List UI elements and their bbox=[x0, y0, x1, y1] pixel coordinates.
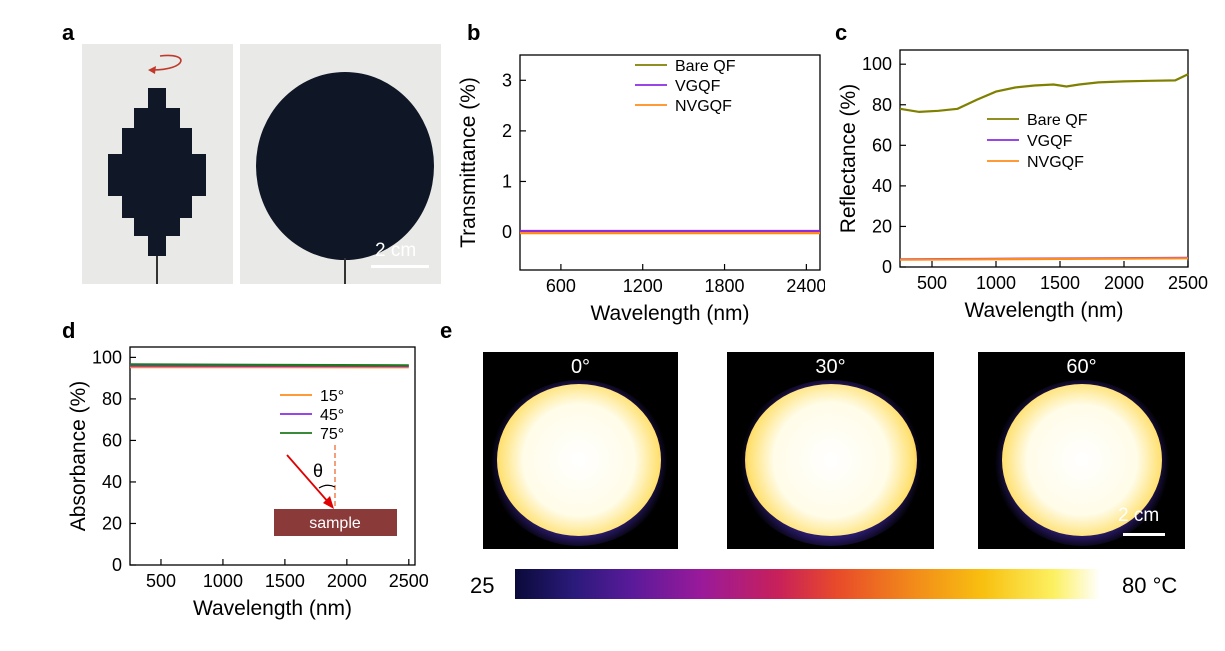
y-tick-label: 0 bbox=[882, 257, 892, 277]
round-sample-shape bbox=[256, 72, 434, 284]
y-tick-label: 20 bbox=[872, 216, 892, 236]
x-tick-label: 1500 bbox=[1040, 273, 1080, 293]
thermal-image-0: 0° bbox=[483, 352, 678, 549]
incident-ray bbox=[286, 454, 330, 504]
x-tick-label: 2000 bbox=[327, 571, 367, 591]
x-tick-label: 1000 bbox=[976, 273, 1016, 293]
legend-label: 45° bbox=[320, 407, 344, 424]
y-tick-label: 40 bbox=[102, 472, 122, 492]
photo-stepped-sample bbox=[82, 44, 233, 284]
plot-frame bbox=[129, 346, 416, 566]
sample-block bbox=[274, 509, 397, 536]
angle-label: 30° bbox=[815, 356, 846, 378]
stepped-sample-shape bbox=[108, 54, 206, 284]
x-tick-label: 600 bbox=[546, 276, 576, 296]
y-tick-label: 0 bbox=[112, 555, 122, 575]
y-tick-label: 80 bbox=[102, 389, 122, 409]
y-tick-label: 60 bbox=[872, 135, 892, 155]
x-tick-label: 1800 bbox=[705, 276, 745, 296]
y-tick-label: 100 bbox=[862, 54, 892, 74]
sample-label: sample bbox=[309, 515, 361, 532]
x-tick-label: 2500 bbox=[389, 571, 429, 591]
chart-transmittance: 600 1200 1800 2400 0 1 2 3 Wavelength (nm) Transm… bbox=[457, 54, 825, 325]
legend-label: NVGQF bbox=[675, 98, 732, 115]
legend-label: Bare QF bbox=[675, 58, 736, 75]
x-tick-label: 500 bbox=[146, 571, 176, 591]
panel-label-a: a bbox=[62, 20, 75, 45]
chart-absorbance: 500 1000 1500 2000 2500 0 20 40 60 80 100 Wavelengt… bbox=[67, 346, 429, 620]
legend-label: Bare QF bbox=[1027, 112, 1088, 129]
panel-label-c: c bbox=[835, 20, 848, 45]
thermal-image-60: 60° 2 cm bbox=[978, 352, 1185, 549]
colorbar-max-label: 80 °C bbox=[1122, 573, 1178, 598]
y-tick-label: 3 bbox=[502, 70, 512, 90]
angle-arc bbox=[318, 484, 336, 489]
panel-label-e: e bbox=[440, 318, 453, 343]
legend-label: VGQF bbox=[1027, 133, 1073, 150]
angle-label: 60° bbox=[1066, 356, 1097, 378]
legend-label: VGQF bbox=[675, 78, 721, 95]
y-tick-label: 100 bbox=[92, 347, 122, 367]
legend-label: 75° bbox=[320, 426, 344, 443]
y-tick-label: 80 bbox=[872, 95, 892, 115]
y-axis-label: Transmittance (%) bbox=[457, 77, 480, 248]
plot-frame bbox=[519, 54, 821, 271]
panel-label-d: d bbox=[62, 318, 76, 343]
plot-frame bbox=[899, 49, 1189, 268]
scale-bar-label: 2 cm bbox=[375, 240, 417, 261]
y-tick-label: 40 bbox=[872, 176, 892, 196]
x-tick-label: 2000 bbox=[1104, 273, 1144, 293]
series-line-0 bbox=[899, 73, 1189, 114]
scale-bar bbox=[371, 265, 429, 268]
series-line-2 bbox=[899, 257, 1189, 261]
x-tick-label: 500 bbox=[917, 273, 947, 293]
theta-symbol: θ bbox=[313, 461, 323, 481]
y-tick-label: 20 bbox=[102, 513, 122, 533]
legend-label: 15° bbox=[320, 388, 344, 405]
x-axis-label: Wavelength (nm) bbox=[964, 299, 1123, 322]
x-axis-label: Wavelength (nm) bbox=[590, 302, 749, 325]
x-tick-label: 1200 bbox=[623, 276, 663, 296]
y-axis-label: Reflectance (%) bbox=[837, 84, 860, 233]
temperature-colorbar bbox=[515, 569, 1100, 599]
scale-bar-label: 2 cm bbox=[1118, 505, 1160, 526]
y-tick-label: 2 bbox=[502, 121, 512, 141]
x-tick-label: 1500 bbox=[265, 571, 305, 591]
y-tick-label: 60 bbox=[102, 430, 122, 450]
x-tick-label: 2500 bbox=[1168, 273, 1208, 293]
angle-label: 0° bbox=[570, 356, 591, 378]
x-axis-label: Wavelength (nm) bbox=[193, 597, 352, 620]
chart-reflectance: 500 1000 1500 2000 2500 0 20 40 60 80 100 Wavelengt… bbox=[837, 49, 1208, 322]
legend-label: NVGQF bbox=[1027, 154, 1084, 171]
thermal-image-30: 30° bbox=[727, 352, 934, 549]
x-tick-label: 2400 bbox=[786, 276, 825, 296]
x-tick-label: 1000 bbox=[203, 571, 243, 591]
y-tick-label: 0 bbox=[502, 222, 512, 242]
y-tick-label: 1 bbox=[502, 171, 512, 191]
colorbar-min-label: 25 bbox=[470, 573, 495, 598]
y-axis-label: Absorbance (%) bbox=[67, 381, 90, 532]
ray-arrowhead bbox=[323, 496, 334, 509]
series-line-2 bbox=[129, 363, 409, 367]
scale-bar bbox=[1123, 533, 1165, 536]
photo-round-sample: 2 cm bbox=[240, 44, 441, 284]
panel-label-b: b bbox=[467, 20, 481, 45]
